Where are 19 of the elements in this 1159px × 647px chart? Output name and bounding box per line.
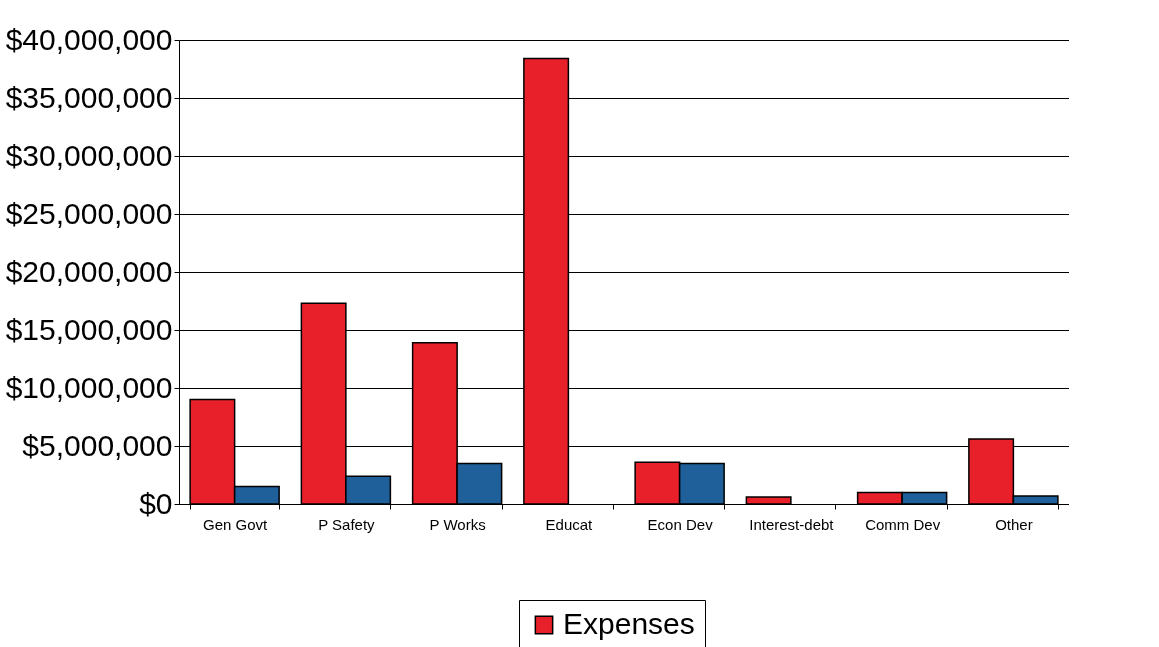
x-tick-label: Gen Govt: [203, 515, 269, 533]
y-tick-label: $25,000,000: [5, 196, 173, 230]
x-tick-label: Comm Dev: [865, 515, 941, 533]
x-tick-label: P Safety: [318, 515, 376, 533]
y-tick-label: $0: [139, 486, 173, 520]
y-tick-label: $20,000,000: [5, 254, 173, 288]
x-tick-label: Econ Dev: [647, 515, 714, 533]
y-tick-label: $35,000,000: [5, 80, 173, 114]
x-tick-label: Other: [995, 515, 1033, 533]
y-tick-label: $10,000,000: [5, 370, 173, 404]
bar: [745, 496, 792, 505]
legend-label: Expenses: [563, 607, 695, 640]
y-tick-label: $15,000,000: [5, 312, 173, 346]
y-tick-label: $30,000,000: [5, 138, 173, 172]
x-tick-label: Interest-debt: [749, 515, 835, 533]
x-tick-label: P Works: [429, 515, 486, 533]
y-tick-label: $5,000,000: [22, 428, 173, 462]
x-tick-label: Educat: [545, 515, 594, 533]
y-tick-label: $40,000,000: [5, 22, 173, 56]
